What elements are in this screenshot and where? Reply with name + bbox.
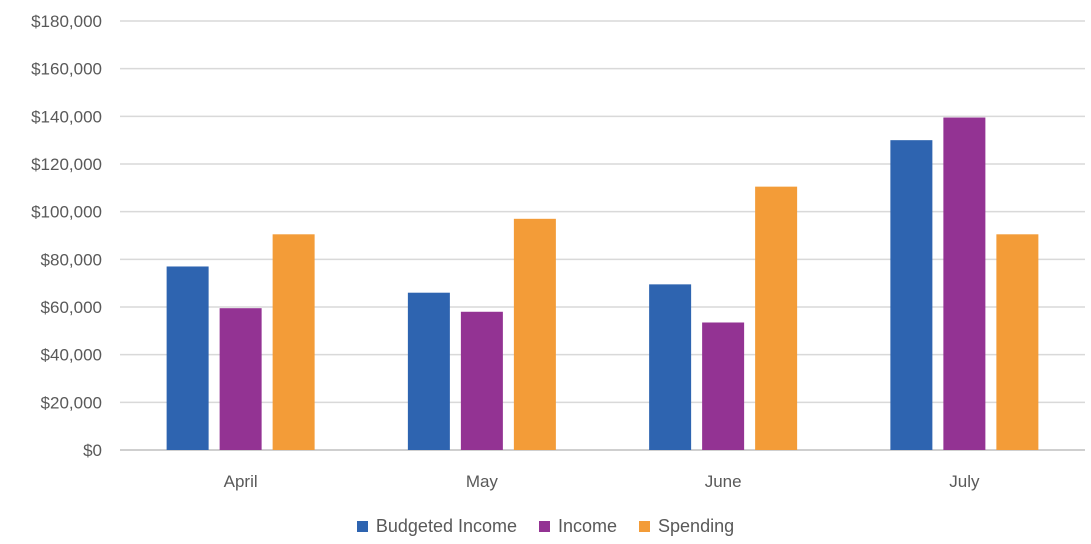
y-axis-tick-labels: $0 $20,000 $40,000 $60,000 $80,000 $100,000 $1…	[31, 12, 102, 460]
y-tick-label: $40,000	[41, 346, 102, 365]
bar-income-june	[702, 322, 745, 450]
y-tick-label: $80,000	[41, 250, 102, 269]
y-tick-label: $140,000	[31, 107, 102, 126]
y-tick-label: $100,000	[31, 203, 102, 222]
bar-income-april	[219, 308, 262, 450]
bar-income-may	[460, 311, 503, 450]
legend-item-spending: Spending	[639, 516, 734, 537]
gridlines	[120, 20, 1085, 451]
bar-budgeted-income-may	[407, 292, 450, 450]
bar-spending-april	[272, 234, 315, 450]
bar-income-july	[943, 117, 986, 451]
legend-swatch-income	[539, 521, 550, 532]
y-tick-label: $180,000	[31, 12, 102, 31]
bar-budgeted-income-june	[649, 284, 692, 450]
bar-budgeted-income-april	[166, 266, 209, 450]
y-tick-label: $160,000	[31, 60, 102, 79]
y-tick-label: $60,000	[41, 298, 102, 317]
legend-item-income: Income	[539, 516, 617, 537]
y-tick-label: $20,000	[41, 393, 102, 412]
bars	[166, 117, 1039, 451]
legend-item-budgeted-income: Budgeted Income	[356, 516, 517, 537]
y-tick-label: $120,000	[31, 155, 102, 174]
x-axis-tick-labels: April May June July	[224, 472, 980, 491]
bar-spending-may	[513, 218, 556, 450]
legend-swatch-spending	[639, 521, 651, 532]
x-tick-label: June	[705, 472, 742, 491]
legend-label-budgeted-income: Budgeted Income	[375, 516, 517, 536]
bar-spending-july	[996, 234, 1039, 450]
x-tick-label: May	[466, 472, 499, 491]
y-tick-label: $0	[83, 441, 102, 460]
bar-chart: $0 $20,000 $40,000 $60,000 $80,000 $100,000 $1…	[31, 12, 1085, 491]
x-tick-label: April	[224, 472, 258, 491]
x-tick-label: July	[949, 472, 980, 491]
legend-label-income: Income	[558, 516, 618, 536]
legend-swatch-budgeted-income	[356, 521, 368, 532]
bar-budgeted-income-july	[890, 140, 933, 450]
legend: Budgeted Income Income Spending	[0, 516, 1091, 537]
bar-spending-june	[755, 186, 798, 450]
legend-label-spending: Spending	[658, 516, 735, 536]
